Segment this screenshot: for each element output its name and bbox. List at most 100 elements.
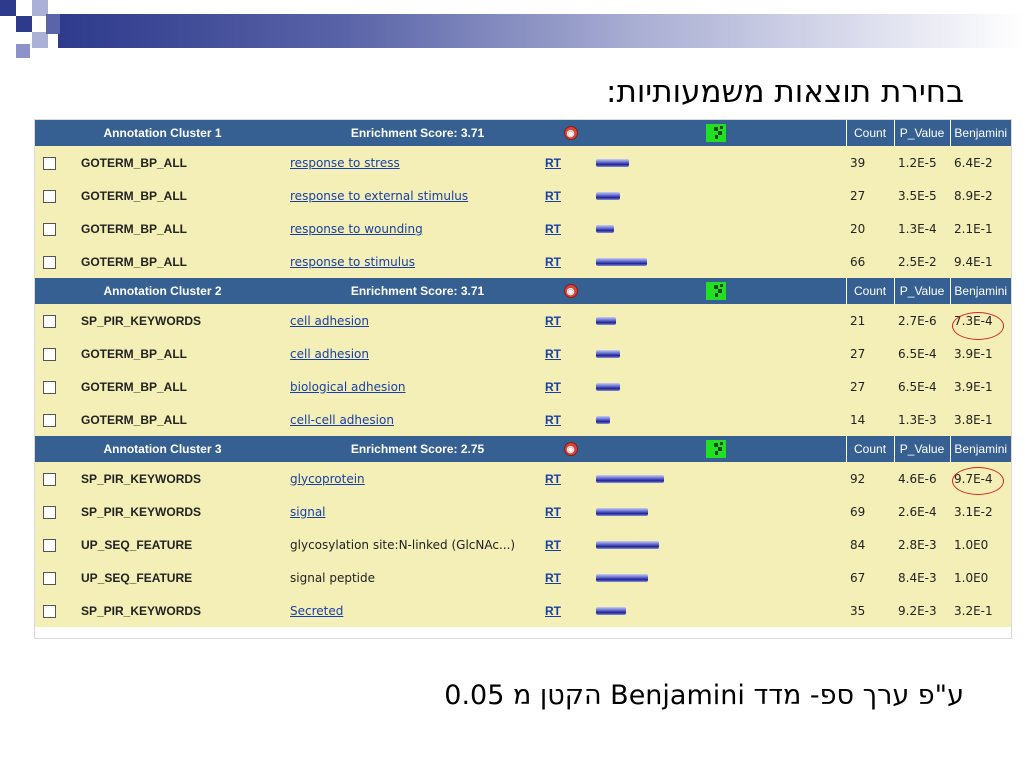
pvalue-value: 6.5E-4 (894, 370, 951, 403)
table-row: GOTERM_BP_ALL biological adhesion RT 27 6.5E… (35, 370, 1012, 403)
related-terms-link[interactable]: RT (545, 254, 562, 269)
select-cell (35, 245, 79, 278)
table-row: SP_PIR_KEYWORDS Secreted RT 35 9.2E-3 3.2E-1 (35, 594, 1012, 627)
row-checkbox[interactable] (43, 255, 56, 269)
count-value: 21 (846, 304, 895, 337)
rt-cell: RT (545, 245, 597, 278)
select-cell (35, 212, 79, 245)
term-link[interactable]: signal (290, 504, 326, 519)
row-checkbox[interactable] (43, 222, 56, 236)
cluster-header: Annotation Cluster 1 Enrichment Score: 3.… (35, 120, 1012, 146)
term-cell: glycosylation site:N-linked (GlcNAc...) (290, 528, 546, 561)
related-terms-link[interactable]: RT (545, 504, 562, 519)
count-value: 27 (846, 337, 895, 370)
pvalue-value: 2.5E-2 (894, 245, 951, 278)
term-link[interactable]: response to wounding (290, 221, 423, 236)
benjamini-header: Benjamini (949, 278, 1012, 304)
related-terms-link[interactable]: RT (545, 346, 562, 361)
count-value: 27 (846, 179, 895, 212)
term-link[interactable]: response to stimulus (290, 254, 415, 269)
select-cell (35, 304, 79, 337)
enrichment-score: Enrichment Score: 2.75 (290, 436, 546, 462)
term-link[interactable]: Secreted (290, 603, 344, 618)
term-cell: cell-cell adhesion (290, 403, 546, 436)
heatmap-cell (596, 436, 847, 462)
pvalue-value: 1.3E-4 (894, 212, 951, 245)
related-terms-link[interactable]: RT (545, 221, 562, 236)
row-checkbox[interactable] (43, 538, 56, 552)
benjamini-value: 9.4E-1 (950, 245, 1012, 278)
related-terms-link[interactable]: RT (545, 379, 562, 394)
row-checkbox[interactable] (43, 505, 56, 519)
green-heatmap-icon[interactable] (706, 440, 727, 458)
annotation-table: Annotation Cluster 1 Enrichment Score: 3.… (35, 120, 1012, 627)
table-row: SP_PIR_KEYWORDS glycoprotein RT 92 4.6E-6 9.7… (35, 462, 1012, 495)
table-row: GOTERM_BP_ALL response to wounding RT 20 1.3… (35, 212, 1012, 245)
count-value: 69 (846, 495, 895, 528)
benjamini-value: 3.2E-1 (950, 594, 1012, 627)
related-terms-link[interactable]: RT (545, 155, 562, 170)
term-link[interactable]: cell-cell adhesion (290, 412, 394, 427)
table-row: SP_PIR_KEYWORDS signal RT 69 2.6E-4 3.1E-2 (35, 495, 1012, 528)
green-heatmap-icon[interactable] (706, 124, 727, 142)
term-link[interactable]: response to stress (290, 155, 400, 170)
red-2d-view-icon[interactable]: ◉ (563, 442, 578, 457)
select-cell (35, 495, 79, 528)
cluster-label: Annotation Cluster 3 (35, 436, 291, 462)
related-terms-link[interactable]: RT (545, 188, 562, 203)
deco-square (32, 32, 48, 48)
related-terms-link[interactable]: RT (545, 570, 562, 585)
deco-square (46, 14, 60, 34)
enrichment-score: Enrichment Score: 3.71 (290, 120, 546, 146)
row-checkbox[interactable] (43, 604, 56, 618)
row-checkbox[interactable] (43, 314, 56, 328)
related-terms-link[interactable]: RT (545, 537, 562, 552)
gene-count-bar (596, 508, 649, 516)
term-cell: signal (290, 495, 546, 528)
term-link[interactable]: cell adhesion (290, 313, 369, 328)
term-link[interactable]: glycoprotein (290, 471, 365, 486)
term-cell: glycoprotein (290, 462, 546, 495)
table-row: GOTERM_BP_ALL response to stimulus RT 66 2.5… (35, 245, 1012, 278)
benjamini-header: Benjamini (949, 120, 1012, 146)
enrichment-score: Enrichment Score: 3.71 (290, 278, 546, 304)
bar-cell (596, 528, 847, 561)
related-terms-link[interactable]: RT (545, 412, 562, 427)
benjamini-value: 2.1E-1 (950, 212, 1012, 245)
pvalue-value: 1.3E-3 (894, 403, 951, 436)
benjamini-value: 6.4E-2 (950, 146, 1012, 179)
red-2d-view-icon[interactable]: ◉ (563, 284, 578, 299)
bar-cell (596, 245, 847, 278)
red-2d-view-icon[interactable]: ◉ (563, 126, 578, 141)
pvalue-value: 2.7E-6 (894, 304, 951, 337)
term-link[interactable]: biological adhesion (290, 379, 406, 394)
benjamini-value: 1.0E0 (950, 528, 1012, 561)
pvalue-value: 6.5E-4 (894, 337, 951, 370)
row-checkbox[interactable] (43, 156, 56, 170)
row-checkbox[interactable] (43, 347, 56, 361)
green-heatmap-icon[interactable] (706, 282, 727, 300)
table-row: UP_SEQ_FEATURE signal peptide RT 67 8.4E-3 1.… (35, 561, 1012, 594)
bar-cell (596, 403, 847, 436)
row-checkbox[interactable] (43, 413, 56, 427)
term-link[interactable]: response to external stimulus (290, 188, 469, 203)
row-checkbox[interactable] (43, 380, 56, 394)
term-link[interactable]: cell adhesion (290, 346, 369, 361)
related-terms-link[interactable]: RT (545, 471, 562, 486)
count-value: 67 (846, 561, 895, 594)
rt-cell: RT (545, 370, 597, 403)
category: SP_PIR_KEYWORDS (79, 495, 291, 528)
rt-cell: RT (545, 212, 597, 245)
row-checkbox[interactable] (43, 189, 56, 203)
related-terms-link[interactable]: RT (545, 313, 562, 328)
table-row: SP_PIR_KEYWORDS cell adhesion RT 21 2.7E-6 7.… (35, 304, 1012, 337)
table-row: UP_SEQ_FEATURE glycosylation site:N-linke… (35, 528, 1012, 561)
select-cell (35, 146, 79, 179)
count-header: Count (845, 436, 895, 462)
category: GOTERM_BP_ALL (79, 179, 291, 212)
related-terms-link[interactable]: RT (545, 603, 562, 618)
cluster-label: Annotation Cluster 2 (35, 278, 291, 304)
count-value: 92 (846, 462, 895, 495)
row-checkbox[interactable] (43, 472, 56, 486)
row-checkbox[interactable] (43, 571, 56, 585)
